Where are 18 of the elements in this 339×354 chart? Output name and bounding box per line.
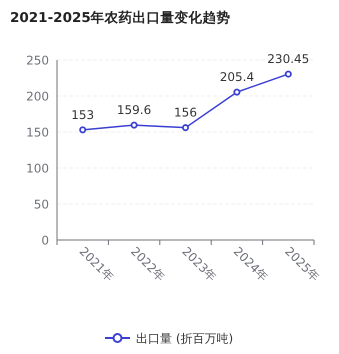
y-tick-label: 0 — [41, 234, 49, 248]
y-tick-label: 100 — [26, 162, 49, 176]
data-label: 205.4 — [220, 70, 254, 84]
y-tick-label: 50 — [34, 198, 49, 212]
point — [284, 70, 292, 78]
data-label: 159.6 — [116, 103, 152, 118]
point — [233, 88, 240, 96]
point — [79, 126, 86, 134]
y-tick-label: 150 — [26, 126, 49, 140]
data-label: 230.45 — [267, 52, 310, 66]
data-label: 153 — [71, 108, 94, 122]
legend-label: 出口量 (折百万吨) — [136, 332, 234, 346]
y-tick-label: 250 — [26, 54, 49, 68]
point — [182, 124, 189, 132]
y-tick-label: 200 — [26, 90, 49, 104]
data-label: 156 — [174, 106, 197, 120]
point — [130, 122, 138, 129]
chart-title: 2021-2025年农药出口量变化趋势 — [10, 9, 231, 26]
